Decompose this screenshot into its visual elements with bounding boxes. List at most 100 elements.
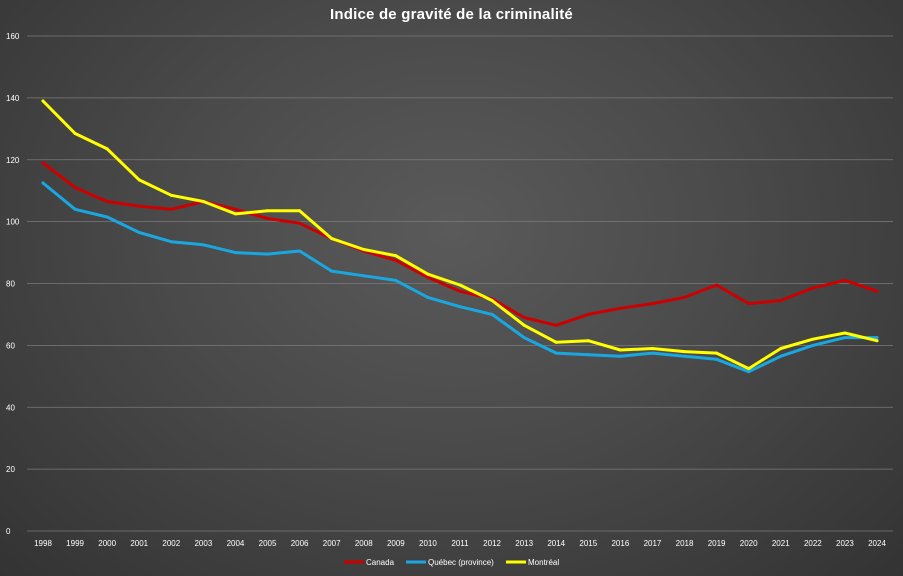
y-tick-label: 160 <box>6 32 20 41</box>
data-point <box>233 251 237 255</box>
data-point <box>169 193 173 197</box>
data-point <box>875 336 879 340</box>
series-line-2 <box>41 99 879 371</box>
x-tick-label: 2004 <box>227 539 245 548</box>
y-tick-label: 40 <box>6 403 15 412</box>
data-point <box>137 178 141 182</box>
data-point <box>201 200 205 204</box>
y-tick-label: 100 <box>6 218 20 227</box>
legend: Canada Québec (province) Montréal <box>344 558 559 567</box>
x-tick-label: 2022 <box>804 539 822 548</box>
data-point <box>779 299 783 303</box>
data-point <box>522 336 526 340</box>
data-point <box>73 186 77 190</box>
data-point <box>618 354 622 358</box>
x-axis-ticks: 1998 1999 2000 2001 2002 2003 2004 2005 2006 2007… <box>34 539 886 548</box>
data-point <box>233 212 237 216</box>
data-point <box>169 207 173 211</box>
x-tick-label: 2009 <box>387 539 405 548</box>
x-tick-label: 2018 <box>676 539 694 548</box>
data-point <box>554 323 558 327</box>
data-point <box>298 209 302 213</box>
x-tick-label: 2019 <box>708 539 726 548</box>
data-point <box>298 249 302 253</box>
x-tick-label: 1999 <box>66 539 84 548</box>
y-tick-label: 60 <box>6 341 15 350</box>
y-tick-label: 120 <box>6 156 20 165</box>
data-point <box>618 348 622 352</box>
legend-label: Canada <box>366 558 395 567</box>
x-tick-label: 2015 <box>579 539 597 548</box>
data-point <box>73 207 77 211</box>
x-tick-label: 2016 <box>611 539 629 548</box>
data-point <box>490 312 494 316</box>
data-point <box>811 343 815 347</box>
data-point <box>394 278 398 282</box>
x-tick-label: 2006 <box>291 539 309 548</box>
data-point <box>522 316 526 320</box>
data-point <box>747 370 751 374</box>
data-point <box>137 204 141 208</box>
legend-label: Montréal <box>528 558 559 567</box>
data-point <box>458 283 462 287</box>
x-tick-label: 2013 <box>515 539 533 548</box>
series-line-0 <box>41 161 879 327</box>
data-point <box>394 258 398 262</box>
data-point <box>875 289 879 293</box>
series-lines <box>41 99 879 374</box>
y-tick-label: 140 <box>6 94 20 103</box>
data-point <box>650 302 654 306</box>
data-point <box>586 312 590 316</box>
data-point <box>137 230 141 234</box>
data-point <box>394 254 398 258</box>
data-point <box>266 217 270 221</box>
data-point <box>683 354 687 358</box>
x-tick-label: 2012 <box>483 539 501 548</box>
data-point <box>747 302 751 306</box>
data-point <box>779 354 783 358</box>
data-point <box>41 161 45 165</box>
x-tick-label: 2023 <box>836 539 854 548</box>
x-tick-label: 2021 <box>772 539 790 548</box>
x-tick-label: 2017 <box>644 539 662 548</box>
data-point <box>715 351 719 355</box>
data-point <box>490 299 494 303</box>
data-point <box>426 295 430 299</box>
data-point <box>683 350 687 354</box>
data-point <box>811 337 815 341</box>
data-point <box>105 215 109 219</box>
x-tick-label: 2014 <box>547 539 565 548</box>
data-point <box>330 237 334 241</box>
data-point <box>779 346 783 350</box>
data-point <box>169 240 173 244</box>
data-point <box>105 147 109 151</box>
data-point <box>650 346 654 350</box>
x-tick-label: 2008 <box>355 539 373 548</box>
data-point <box>650 351 654 355</box>
data-point <box>458 289 462 293</box>
data-point <box>683 295 687 299</box>
data-point <box>618 306 622 310</box>
data-point <box>426 272 430 276</box>
x-tick-label: 2020 <box>740 539 758 548</box>
x-tick-label: 2010 <box>419 539 437 548</box>
y-axis-ticks: 0 20 40 60 80 100 120 140 160 <box>6 32 20 536</box>
y-tick-label: 0 <box>6 527 11 536</box>
data-point <box>554 351 558 355</box>
data-point <box>362 274 366 278</box>
data-point <box>811 286 815 290</box>
data-point <box>843 278 847 282</box>
data-point <box>233 207 237 211</box>
x-tick-label: 2007 <box>323 539 341 548</box>
data-point <box>843 336 847 340</box>
data-point <box>747 367 751 371</box>
data-point <box>266 209 270 213</box>
data-point <box>105 200 109 204</box>
data-point <box>586 339 590 343</box>
data-point <box>426 275 430 279</box>
series-line-1 <box>41 181 879 374</box>
data-point <box>298 221 302 225</box>
chart-title: Indice de gravité de la criminalité <box>330 6 573 23</box>
x-tick-label: 2001 <box>130 539 148 548</box>
data-point <box>266 252 270 256</box>
